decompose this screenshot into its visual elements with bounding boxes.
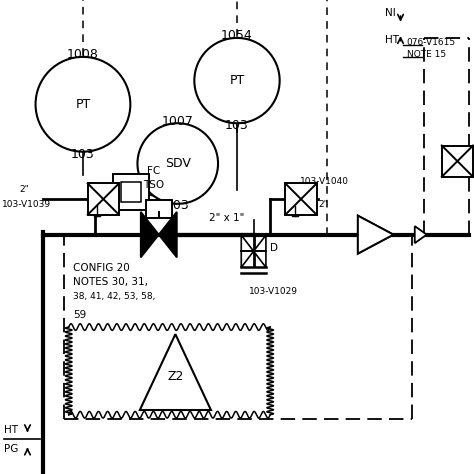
Text: 076-V1615: 076-V1615 xyxy=(407,38,456,47)
Text: 2": 2" xyxy=(319,201,328,209)
Text: 2": 2" xyxy=(19,185,29,194)
Bar xyxy=(146,200,172,218)
Polygon shape xyxy=(141,212,159,257)
Text: 38, 41, 42, 53, 58,: 38, 41, 42, 53, 58, xyxy=(73,292,156,301)
Text: SDV: SDV xyxy=(165,157,191,170)
Circle shape xyxy=(36,57,130,152)
Polygon shape xyxy=(358,216,393,254)
Text: 103: 103 xyxy=(225,119,249,132)
Text: NOTE 15: NOTE 15 xyxy=(407,50,446,59)
Text: PG: PG xyxy=(4,444,18,455)
Polygon shape xyxy=(241,235,254,267)
Circle shape xyxy=(137,123,218,204)
Text: 59: 59 xyxy=(73,310,87,320)
Bar xyxy=(285,183,317,215)
Text: 2" x 1": 2" x 1" xyxy=(209,213,244,223)
Text: HT: HT xyxy=(4,425,18,436)
Polygon shape xyxy=(159,212,177,257)
Bar xyxy=(88,183,119,215)
Text: 103-V1029: 103-V1029 xyxy=(249,287,298,296)
Text: 1054: 1054 xyxy=(221,29,253,42)
Text: 1007: 1007 xyxy=(162,115,194,128)
Text: 103: 103 xyxy=(71,147,95,161)
Text: 103-V1040: 103-V1040 xyxy=(300,177,348,185)
Text: 1008: 1008 xyxy=(67,48,99,61)
Polygon shape xyxy=(140,334,211,410)
Polygon shape xyxy=(415,226,427,243)
Polygon shape xyxy=(254,235,266,267)
Text: D: D xyxy=(270,243,278,253)
Text: PT: PT xyxy=(75,98,91,111)
Text: TSO: TSO xyxy=(144,180,164,190)
Text: FC: FC xyxy=(147,165,161,176)
Text: NI: NI xyxy=(385,8,396,18)
Text: HT: HT xyxy=(385,35,399,46)
Text: 103: 103 xyxy=(166,200,190,212)
Bar xyxy=(442,146,473,177)
Text: NOTES 30, 31,: NOTES 30, 31, xyxy=(73,277,148,287)
Bar xyxy=(113,174,149,210)
Text: PT: PT xyxy=(229,74,245,87)
Circle shape xyxy=(194,38,280,123)
Bar xyxy=(121,182,141,202)
Text: 103-V1039: 103-V1039 xyxy=(2,201,52,209)
Text: CONFIG 20: CONFIG 20 xyxy=(73,263,130,273)
Text: Z2: Z2 xyxy=(167,370,183,383)
